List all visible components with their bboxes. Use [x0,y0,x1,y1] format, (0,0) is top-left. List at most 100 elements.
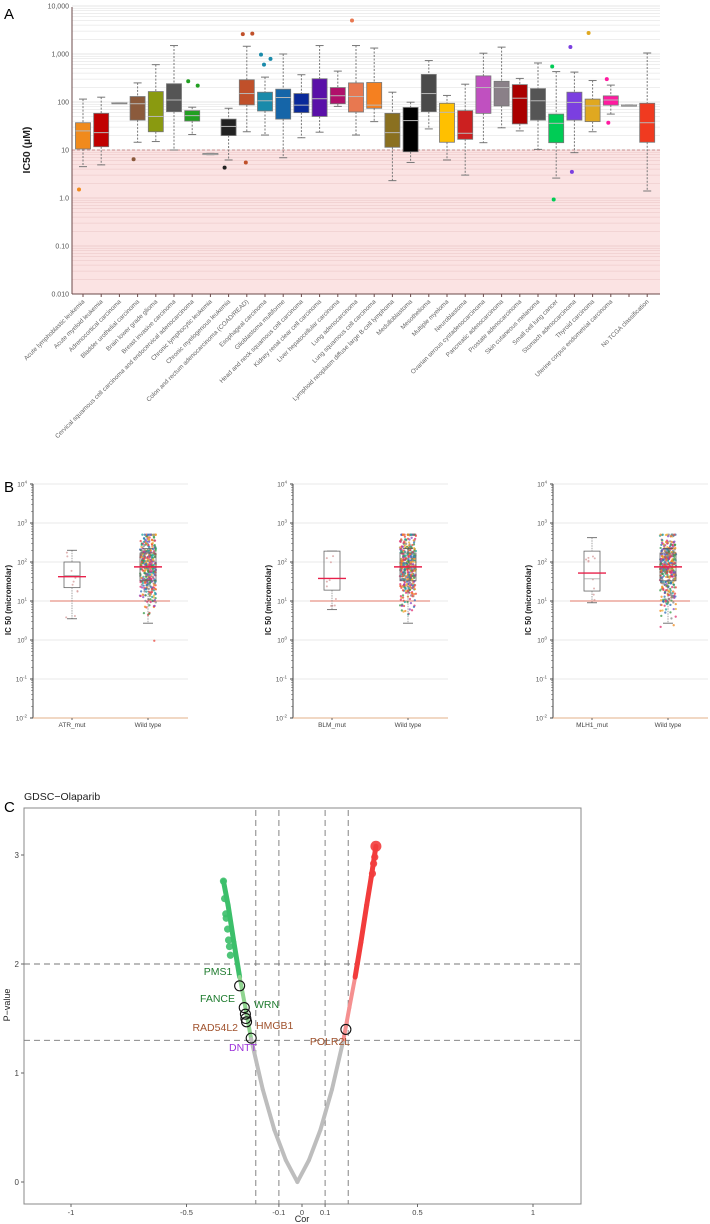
data-point [146,574,150,577]
data-point [668,548,671,552]
data-point [665,584,669,587]
data-point [413,593,416,596]
data-point [409,577,412,580]
box-body [238,79,255,106]
tick-base: 10 [277,482,285,489]
data-point [664,533,668,537]
sensitive-region-shade [72,150,660,294]
data-point [673,533,676,536]
data-point [150,569,153,573]
data-point [413,549,416,553]
data-point [400,557,403,560]
gene-label: POLR2L [310,1036,350,1048]
data-point [400,609,404,612]
data-point [674,586,677,589]
box-2 [134,548,162,624]
box-body [129,96,146,121]
data-point [666,601,670,604]
data-point [404,609,407,613]
x-tick-label: MLH1_mut [576,722,608,729]
data-point [153,598,157,602]
data-point [664,571,667,574]
box-5 [147,64,164,143]
data-point [139,539,142,543]
data-point [669,581,673,584]
data-point [148,563,151,566]
tick-exponent: 3 [284,519,287,524]
tick-exponent: 4 [544,480,547,485]
data-point [587,556,590,559]
gene-highlight-circle [238,1002,250,1014]
data-point [150,543,154,546]
data-point [404,542,408,545]
data-point [332,555,335,558]
box-body [166,83,182,113]
data-point [150,555,153,558]
data-point [664,589,668,592]
outlier-point [350,18,354,23]
data-point [143,571,146,575]
data-point [660,580,663,583]
data-point [411,563,415,566]
box-body [602,95,619,106]
data-point [413,537,417,541]
data-point [672,624,675,627]
data-point [672,550,675,553]
data-point [659,533,662,536]
data-point [660,569,663,572]
tick-base: 10 [277,521,285,528]
data-point [403,535,407,538]
data-point [664,611,667,614]
gene-highlight-circle [245,1032,257,1044]
tick-exponent: -2 [543,714,547,719]
gene-label: HMGB1 [256,1020,294,1032]
data-point [593,557,596,560]
y-tick-label: 0.10 [55,244,69,251]
y-tick-label: 1.0 [59,196,69,203]
data-point [401,575,404,578]
data-point [151,545,154,548]
data-point [71,583,74,586]
data-point [143,548,146,551]
tick-exponent: 3 [544,519,547,524]
data-point [672,569,675,572]
box-4 [129,82,146,162]
correlation-curve-segment [220,878,231,908]
data-point [147,587,151,591]
data-point [149,549,153,552]
correlation-curve-segment [249,1037,265,1092]
data-point [151,539,154,542]
box-12 [275,53,292,159]
data-point [671,543,674,547]
gene-point [225,942,234,951]
gene-point [224,936,233,944]
tick-exponent: -1 [283,675,287,680]
correlation-curve-segment [231,939,243,980]
box-body [384,112,401,148]
correlation-curve-segment [347,975,358,1010]
data-point [150,587,154,591]
data-point [401,594,405,597]
box-1 [75,98,91,192]
tick-exponent: 3 [24,519,27,524]
data-point [142,611,146,615]
box-body [293,93,310,114]
data-point [140,543,143,547]
data-point [414,592,418,595]
data-point [661,554,664,558]
box-body [366,82,383,109]
data-point [591,555,594,558]
tick-exponent: 2 [544,558,547,563]
data-point [672,583,676,586]
data-point [673,555,676,558]
data-point [670,559,674,562]
data-point [662,558,665,561]
box-body [93,112,110,148]
data-point [66,555,69,558]
data-point [673,557,676,560]
gene-label: FANCE [200,993,235,1005]
data-point [408,597,412,601]
data-point [669,587,672,591]
data-point [673,562,677,565]
